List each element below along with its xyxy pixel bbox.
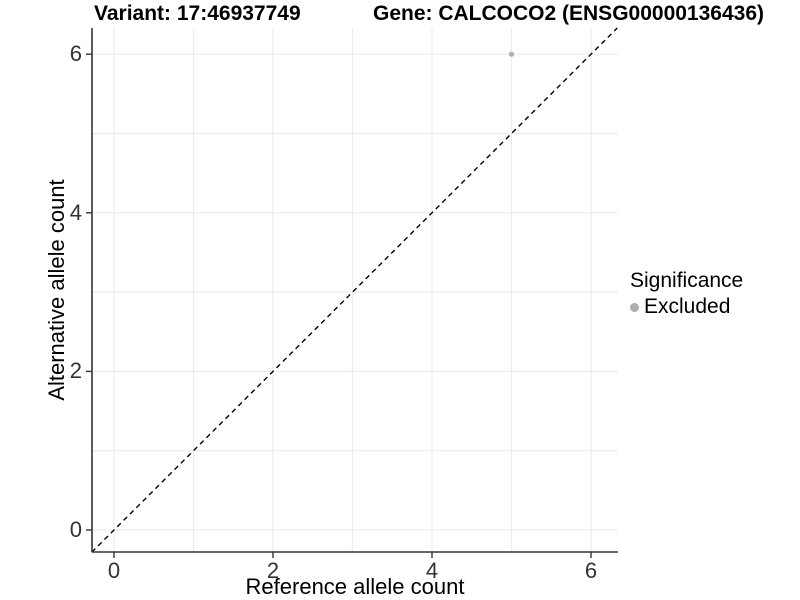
x-tick-label: 2: [266, 558, 280, 583]
y-tick-label: 4: [69, 199, 82, 225]
x-tick-label: 4: [425, 558, 439, 583]
y-tick-label: 2: [69, 358, 82, 384]
legend-item-label: Excluded: [644, 295, 731, 318]
plot-title-variant: Variant: 17:46937749: [94, 2, 301, 25]
data-point: [508, 51, 515, 57]
legend-item-excluded: Excluded: [630, 295, 743, 319]
legend-point-swatch: [630, 302, 639, 312]
x-tick-label: 0: [107, 558, 121, 583]
identity-line: [91, 27, 618, 553]
legend-title: Significance: [630, 269, 744, 292]
plot-title-gene: Gene: CALCOCO2 (ENSG00000136436): [373, 2, 764, 25]
y-tick-label: 0: [69, 517, 82, 542]
x-tick-label: 6: [584, 558, 598, 583]
x-axis-title: Reference allele count: [245, 574, 465, 599]
y-tick-label: 6: [69, 41, 82, 67]
legend: Significance Excluded: [630, 269, 743, 319]
